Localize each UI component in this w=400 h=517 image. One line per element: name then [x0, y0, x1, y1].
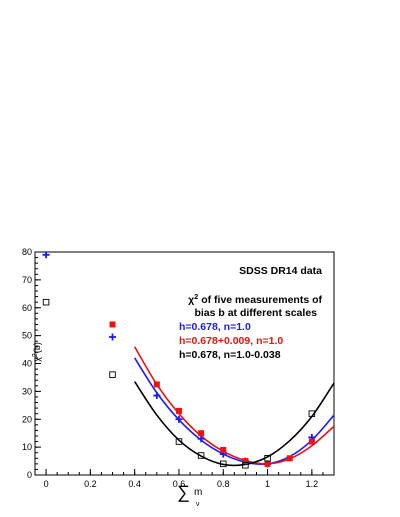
- x-tick-label: 0: [44, 479, 49, 489]
- y-tick-label: 70: [22, 275, 32, 285]
- legend-entry-red: h=0.678+0.009, n=1.0: [179, 335, 283, 347]
- data-point: [153, 381, 160, 388]
- y-axis-title: χ2(b): [32, 342, 42, 362]
- data-point: [153, 392, 161, 400]
- x-tick-label: 0.2: [84, 479, 97, 489]
- x-tick-label: 0.4: [128, 479, 141, 489]
- subtitle-line-2: bias b at different scales: [194, 307, 317, 319]
- axis-ticks: [35, 251, 335, 476]
- y-tick-label: 30: [22, 386, 32, 396]
- x-axis-title: ∑ m ν: [177, 482, 202, 508]
- x-axis-title-m: m: [194, 487, 202, 498]
- data-point: [175, 407, 182, 414]
- data-point: [197, 452, 205, 459]
- x-tick-label: 1: [265, 479, 270, 489]
- data-point: [264, 460, 271, 467]
- data-point: [286, 455, 293, 462]
- y-tick-label: 0: [27, 470, 32, 480]
- tick-labels: 0 0.2 0.4 0.6 0.8 1 1.2 0 10 20 30 40 50 60 70 80: [22, 247, 318, 489]
- x-tick-label: 0.6: [173, 479, 186, 489]
- fit-curve: [133, 357, 335, 466]
- data-point: [197, 435, 205, 443]
- fit-curve: [133, 381, 335, 467]
- chart-title: SDSS DR14 data: [239, 265, 322, 277]
- y-tick-label: 80: [22, 247, 32, 257]
- x-tick-label: 0.8: [217, 479, 230, 489]
- data-point: [308, 438, 315, 445]
- data-point: [109, 321, 116, 328]
- data-point: [109, 333, 117, 341]
- fit-curve: [133, 346, 335, 465]
- data-point: [109, 371, 116, 378]
- data-point: [198, 430, 205, 437]
- data-point: [242, 458, 249, 465]
- data-point: [242, 461, 249, 469]
- data-point: [42, 251, 50, 259]
- legend-entry-blue: h=0.678, n=1.0: [179, 321, 251, 333]
- data-point: [264, 455, 271, 462]
- x-axis-title-nu: ν: [196, 501, 200, 508]
- y-tick-label: 60: [22, 303, 32, 313]
- subtitle-line-1: χ2 of five measurements of: [188, 292, 322, 306]
- data-point: [175, 438, 183, 445]
- data-point: [220, 460, 227, 468]
- x-axis-title-sum: ∑: [177, 482, 190, 502]
- fit-curves: [133, 346, 335, 467]
- y-tick-label: 10: [22, 442, 32, 452]
- data-point: [175, 415, 183, 423]
- data-point: [220, 446, 227, 453]
- y-tick-label: 20: [22, 414, 32, 424]
- data-point: [42, 298, 50, 306]
- legend-entry-black: h=0.678, n=1.0-0.038: [179, 349, 281, 361]
- data-point: [308, 410, 316, 417]
- y-tick-label: 40: [22, 359, 32, 369]
- data-points: [42, 251, 316, 469]
- y-tick-label: 50: [22, 331, 32, 341]
- x-tick-label: 1.2: [306, 479, 319, 489]
